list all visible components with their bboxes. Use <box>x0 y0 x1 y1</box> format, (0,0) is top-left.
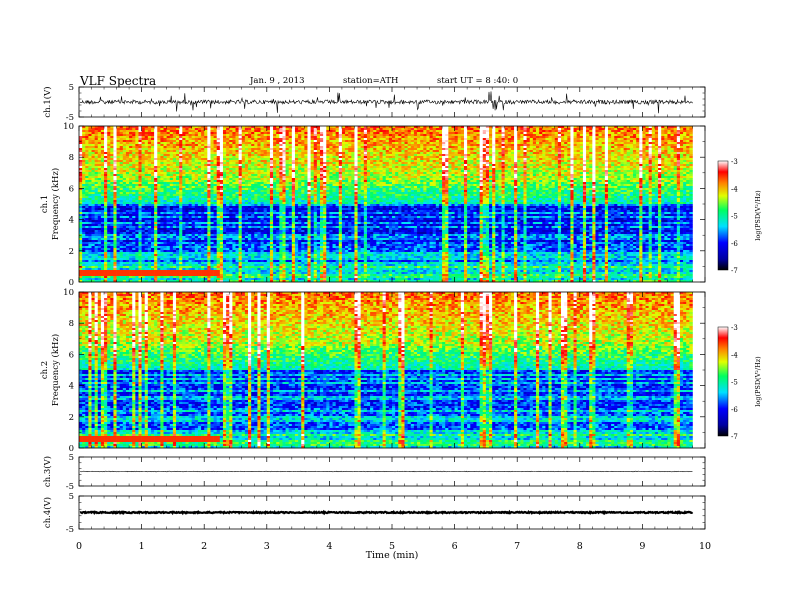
y-axis-label: ch.1(V) <box>42 86 53 117</box>
colorbar-tick-label: -5 <box>731 213 738 221</box>
y-tick-label: 5 <box>69 453 74 463</box>
y-tick-label: 10 <box>63 288 74 298</box>
y-axis-label: Frequency (kHz) <box>50 334 61 406</box>
y-tick-label: 0 <box>69 278 74 288</box>
x-tick-label: 2 <box>201 541 207 552</box>
colorbar-tick-label: -7 <box>731 433 738 441</box>
y-tick-label: -5 <box>66 525 74 535</box>
x-tick-label: 7 <box>514 541 520 552</box>
y-tick-label: 5 <box>69 492 74 502</box>
x-tick-label: 9 <box>639 541 645 552</box>
spectrogram-cells <box>79 292 693 448</box>
y-tick-label: 6 <box>69 350 74 360</box>
colorbar-label: log(PSD(V²/Hz) <box>754 190 762 241</box>
x-tick-label: 0 <box>76 541 82 552</box>
spectrogram-cells <box>79 126 693 282</box>
y-axis-label: Frequency (kHz) <box>50 168 61 240</box>
y-tick-label: 2 <box>69 413 74 423</box>
y-tick-label: 5 <box>69 83 74 93</box>
x-tick-label: 10 <box>699 541 711 552</box>
colorbar-tick-label: -6 <box>731 240 738 248</box>
colorbar <box>718 161 728 270</box>
y-axis-label: ch.4(V) <box>42 497 53 528</box>
colorbar-label: log(PSD(V²/Hz) <box>754 356 762 407</box>
waveform-trace <box>80 471 693 472</box>
y-tick-label: 8 <box>69 319 74 329</box>
colorbar-tick-label: -4 <box>731 185 738 193</box>
x-tick-label: 4 <box>326 541 332 552</box>
colorbar <box>718 327 728 436</box>
colorbar-tick-label: -7 <box>731 267 738 275</box>
vlf-spectra-figure: ch.1(V) 5-5ch.1 Frequency (kHz)0246810-3-4… <box>0 0 792 612</box>
colorbar-tick-label: -6 <box>731 406 738 414</box>
channel-label: ch.2 <box>40 361 50 379</box>
channel-label: ch.1 <box>40 195 50 213</box>
colorbar-tick-label: -5 <box>731 379 738 387</box>
x-tick-label: 1 <box>139 541 145 552</box>
y-tick-label: 4 <box>69 216 74 226</box>
y-axis-label: ch.3(V) <box>42 456 53 487</box>
colorbar-tick-label: -3 <box>731 158 738 166</box>
x-axis-label: Time (min) <box>366 550 419 561</box>
waveform-trace <box>80 512 693 513</box>
waveform-trace <box>80 91 693 113</box>
x-tick-label: 8 <box>577 541 583 552</box>
y-tick-label: -5 <box>66 482 74 492</box>
y-tick-label: 8 <box>69 153 74 163</box>
colorbar-tick-label: -3 <box>731 324 738 332</box>
y-tick-label: 4 <box>69 382 74 392</box>
colorbar-tick-label: -4 <box>731 351 738 359</box>
y-tick-label: 2 <box>69 247 74 257</box>
x-tick-label: 3 <box>264 541 270 552</box>
y-tick-label: 6 <box>69 184 74 194</box>
x-tick-label: 6 <box>452 541 458 552</box>
y-tick-label: 10 <box>63 122 74 132</box>
